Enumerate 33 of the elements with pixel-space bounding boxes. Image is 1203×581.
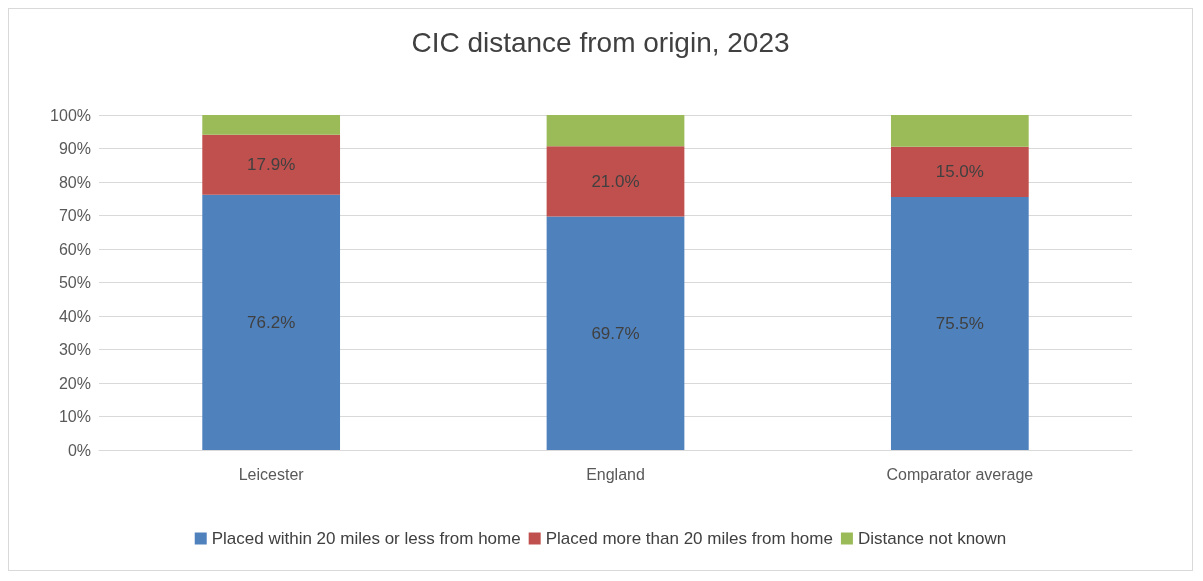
y-tick-label: 50% <box>58 274 91 291</box>
bar <box>546 216 685 450</box>
legend-label: Placed within 20 miles or less from home <box>211 529 521 548</box>
legend-label: Distance not known <box>857 529 1007 548</box>
bar <box>546 146 685 217</box>
x-tick-label: Leicester <box>238 465 305 483</box>
y-tick-label: 30% <box>58 341 91 358</box>
y-tick-label: 80% <box>58 173 91 191</box>
data-label: 69.7% <box>591 323 640 343</box>
bar <box>890 146 1029 198</box>
y-tick-label: 10% <box>58 408 91 425</box>
data-label: 15.0% <box>935 162 984 182</box>
data-label: 17.9% <box>247 155 296 175</box>
bar <box>202 194 341 450</box>
y-tick-label: 70% <box>58 207 91 224</box>
chart-title: CIC distance from origin, 2023 <box>411 26 790 58</box>
x-tick-label: England <box>586 465 645 483</box>
y-tick-label: 20% <box>58 374 91 392</box>
bar <box>202 115 341 135</box>
data-label: 21.0% <box>591 171 640 191</box>
bar <box>202 134 341 195</box>
bar <box>890 197 1029 450</box>
data-label: 75.5% <box>935 314 984 334</box>
y-tick-label: 60% <box>58 240 91 258</box>
bar <box>546 115 685 147</box>
y-tick-label: 40% <box>58 307 91 325</box>
y-tick-label: 0% <box>67 441 91 459</box>
bar <box>890 115 1029 147</box>
x-tick-label: Comparator average <box>886 465 1034 483</box>
data-label: 76.2% <box>247 312 296 332</box>
y-tick-label: 90% <box>58 140 91 157</box>
y-tick-label: 100% <box>50 106 91 124</box>
legend-label: Placed more than 20 miles from home <box>545 529 833 548</box>
